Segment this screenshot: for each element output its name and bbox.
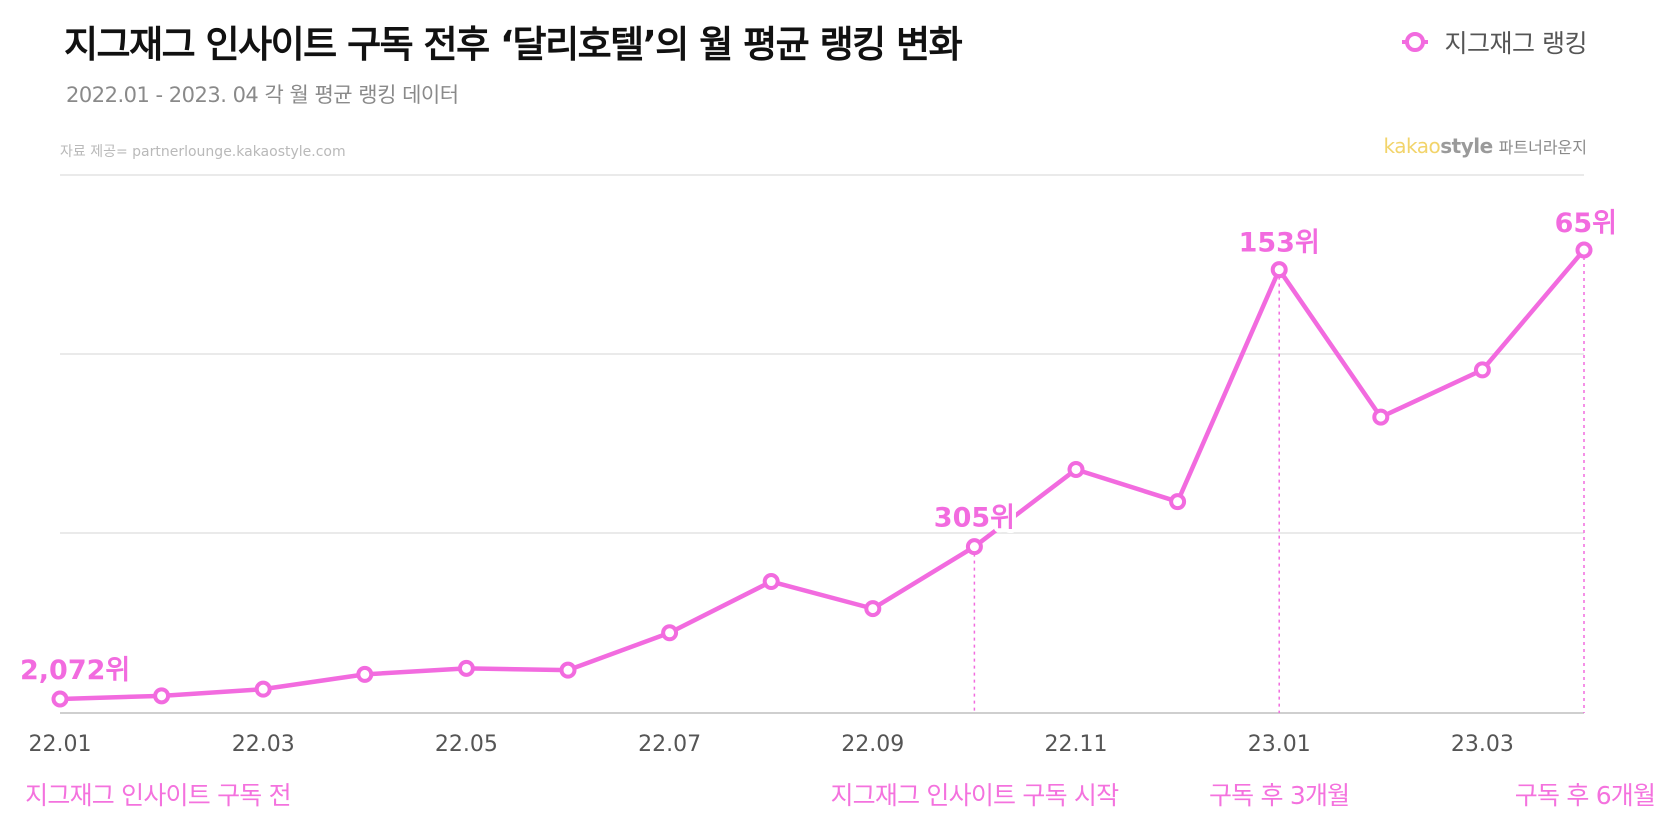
data-point [254,680,272,698]
x-tick-label: 22.03 [232,732,295,757]
data-point [1169,493,1187,511]
data-point [51,690,69,708]
data-point [457,659,475,677]
data-label-halo: 153위 [1239,228,1320,259]
brand-kakao-text: kakao [1383,134,1441,158]
brand-style-text: style [1440,134,1493,158]
data-point [864,600,882,618]
x-tick-label: 22.01 [29,732,92,757]
data-point [1372,408,1390,426]
brand-logo: kakao style 파트너라운지 [1384,134,1587,158]
x-tick-label: 22.07 [638,732,701,757]
x-tick-label: 22.09 [841,732,904,757]
brand-partner-text: 파트너라운지 [1498,138,1587,157]
x-tick-label: 23.01 [1248,732,1311,757]
legend-label: 지그재그 랭킹 [1444,29,1588,58]
data-point [153,687,171,705]
phase-label: 구독 후 6개월 [1514,781,1656,810]
data-label: 153위 [1239,228,1320,259]
phase-label: 구독 후 3개월 [1208,781,1350,810]
series-line [57,247,1587,702]
x-tick-label: 22.11 [1045,732,1108,757]
source-credit: 자료 제공= partnerlounge.kakaostyle.com [60,144,346,160]
data-label: 2,072위 [20,655,130,686]
data-point [559,661,577,679]
x-tick-label: 23.03 [1451,732,1514,757]
data-label-halo: 65위 [1555,208,1617,239]
phase-label: 지그재그 인사이트 구독 전 [25,781,291,810]
data-point [762,573,780,591]
data-point [1067,460,1085,478]
data-point [356,665,374,683]
data-point [1575,241,1593,259]
data-point [965,538,983,556]
x-tick-label: 22.05 [435,732,498,757]
data-label: 65위 [1555,208,1617,239]
data-label: 305위 [934,503,1015,534]
legend: 지그재그 랭킹 [1401,24,1588,60]
data-label-halo: 2,072위 [20,655,130,686]
data-point [661,624,679,642]
chart-subtitle: 2022.01 - 2023. 04 각 월 평균 랭킹 데이터 [66,83,459,107]
data-point [1473,361,1491,379]
phase-label: 지그재그 인사이트 구독 시작 [830,781,1119,810]
legend-marker-icon [1401,32,1428,52]
data-point [1270,261,1288,279]
chart-title: 지그재그 인사이트 구독 전후 ‘달리호텔’의 월 평균 랭킹 변화 [64,23,963,66]
data-label-halo: 305위 [934,503,1015,534]
